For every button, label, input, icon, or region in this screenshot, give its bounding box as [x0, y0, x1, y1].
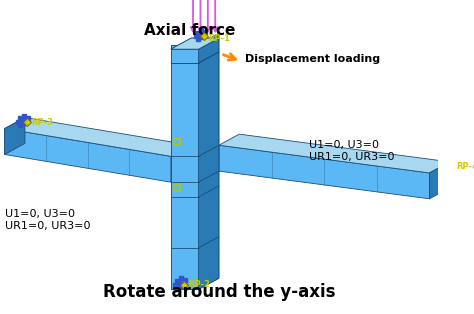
- Text: Rotate around the y-axis: Rotate around the y-axis: [103, 283, 335, 301]
- Text: U1=0, U3=0
UR1=0, UR3=0: U1=0, U3=0 UR1=0, UR3=0: [310, 140, 395, 162]
- Text: RP-1: RP-1: [209, 34, 231, 43]
- Text: RP-2: RP-2: [188, 280, 210, 289]
- Text: RP-4: RP-4: [456, 162, 474, 171]
- Polygon shape: [171, 38, 219, 49]
- Text: Displacement loading: Displacement loading: [245, 54, 380, 64]
- Polygon shape: [5, 117, 191, 156]
- Text: U1=0, U3=0
UR1=0, UR3=0: U1=0, U3=0 UR1=0, UR3=0: [5, 209, 90, 231]
- Polygon shape: [171, 63, 199, 289]
- Polygon shape: [199, 52, 219, 289]
- Text: RP-3: RP-3: [31, 118, 53, 127]
- Polygon shape: [5, 117, 25, 154]
- Polygon shape: [171, 52, 219, 63]
- Polygon shape: [5, 129, 171, 182]
- Polygon shape: [199, 38, 219, 63]
- Text: Axial force: Axial force: [144, 23, 235, 38]
- Polygon shape: [199, 34, 219, 49]
- Polygon shape: [219, 145, 429, 199]
- Polygon shape: [171, 38, 219, 49]
- Polygon shape: [429, 162, 450, 199]
- Polygon shape: [199, 34, 219, 289]
- Polygon shape: [219, 134, 450, 173]
- Polygon shape: [171, 45, 199, 289]
- Polygon shape: [171, 49, 199, 63]
- Polygon shape: [171, 45, 199, 49]
